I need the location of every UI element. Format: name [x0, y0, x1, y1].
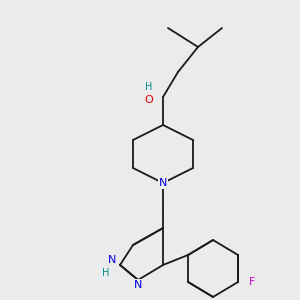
Text: N: N — [134, 280, 142, 290]
Text: N: N — [108, 255, 116, 265]
Text: F: F — [249, 277, 255, 287]
Text: N: N — [159, 178, 167, 188]
Text: H: H — [102, 268, 110, 278]
Text: H: H — [145, 82, 153, 92]
Text: O: O — [145, 95, 153, 105]
